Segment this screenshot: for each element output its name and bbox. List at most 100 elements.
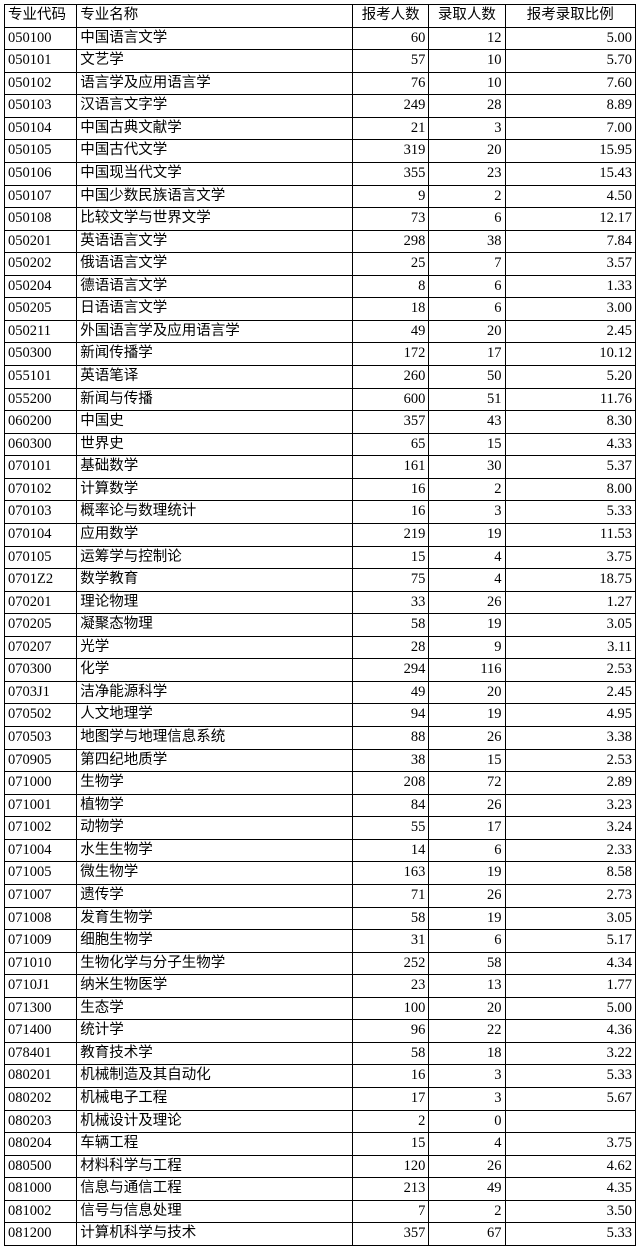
cell-admit: 4 [429, 1133, 505, 1156]
cell-code: 070502 [5, 704, 77, 727]
cell-apply: 9 [353, 185, 429, 208]
cell-apply: 2 [353, 1110, 429, 1133]
cell-admit: 20 [429, 140, 505, 163]
cell-code: 081200 [5, 1223, 77, 1246]
col-header-ratio: 报考录取比例 [505, 5, 635, 28]
cell-name: 外国语言学及应用语言学 [77, 320, 353, 343]
cell-apply: 88 [353, 727, 429, 750]
cell-name: 计算机科学与技术 [77, 1223, 353, 1246]
cell-admit: 26 [429, 884, 505, 907]
table-row: 081000信息与通信工程213494.35 [5, 1178, 636, 1201]
cell-name: 教育技术学 [77, 1042, 353, 1065]
table-row: 081200计算机科学与技术357675.33 [5, 1223, 636, 1246]
cell-admit: 58 [429, 952, 505, 975]
cell-ratio: 7.84 [505, 230, 635, 253]
table-row: 070201理论物理33261.27 [5, 591, 636, 614]
cell-apply: 161 [353, 456, 429, 479]
cell-admit: 20 [429, 681, 505, 704]
table-row: 080203机械设计及理论20 [5, 1110, 636, 1133]
cell-apply: 28 [353, 636, 429, 659]
cell-name: 机械设计及理论 [77, 1110, 353, 1133]
table-row: 071002动物学55173.24 [5, 817, 636, 840]
cell-code: 050300 [5, 343, 77, 366]
cell-name: 中国少数民族语言文学 [77, 185, 353, 208]
table-row: 071008发育生物学58193.05 [5, 907, 636, 930]
cell-name: 中国语言文学 [77, 27, 353, 50]
cell-admit: 51 [429, 388, 505, 411]
cell-apply: 172 [353, 343, 429, 366]
cell-name: 英语笔译 [77, 366, 353, 389]
cell-name: 汉语言文字学 [77, 95, 353, 118]
table-row: 050201英语语言文学298387.84 [5, 230, 636, 253]
cell-name: 信息与通信工程 [77, 1178, 353, 1201]
cell-admit: 19 [429, 614, 505, 637]
cell-name: 机械制造及其自动化 [77, 1065, 353, 1088]
cell-apply: 15 [353, 1133, 429, 1156]
cell-ratio: 1.27 [505, 591, 635, 614]
cell-admit: 3 [429, 1065, 505, 1088]
cell-ratio: 5.70 [505, 50, 635, 73]
cell-code: 070205 [5, 614, 77, 637]
cell-ratio: 7.00 [505, 117, 635, 140]
cell-name: 生态学 [77, 997, 353, 1020]
cell-admit: 20 [429, 997, 505, 1020]
cell-name: 比较文学与世界文学 [77, 208, 353, 231]
cell-admit: 2 [429, 478, 505, 501]
cell-code: 050211 [5, 320, 77, 343]
table-row: 0701Z2数学教育75418.75 [5, 569, 636, 592]
cell-ratio: 18.75 [505, 569, 635, 592]
cell-ratio: 3.57 [505, 253, 635, 276]
cell-ratio: 2.89 [505, 772, 635, 795]
cell-apply: 357 [353, 411, 429, 434]
table-row: 055200新闻与传播6005111.76 [5, 388, 636, 411]
cell-code: 055200 [5, 388, 77, 411]
cell-apply: 84 [353, 794, 429, 817]
cell-name: 概率论与数理统计 [77, 501, 353, 524]
cell-code: 080201 [5, 1065, 77, 1088]
cell-code: 060300 [5, 433, 77, 456]
cell-ratio: 4.95 [505, 704, 635, 727]
cell-admit: 15 [429, 749, 505, 772]
table-row: 071007遗传学71262.73 [5, 884, 636, 907]
cell-apply: 319 [353, 140, 429, 163]
cell-apply: 208 [353, 772, 429, 795]
cell-apply: 14 [353, 839, 429, 862]
cell-ratio: 1.77 [505, 975, 635, 998]
cell-apply: 23 [353, 975, 429, 998]
cell-admit: 4 [429, 569, 505, 592]
cell-name: 洁净能源科学 [77, 681, 353, 704]
cell-ratio: 11.53 [505, 523, 635, 546]
cell-admit: 10 [429, 50, 505, 73]
cell-admit: 43 [429, 411, 505, 434]
cell-code: 050103 [5, 95, 77, 118]
cell-code: 081002 [5, 1200, 77, 1223]
cell-name: 第四纪地质学 [77, 749, 353, 772]
cell-ratio: 12.17 [505, 208, 635, 231]
cell-code: 0701Z2 [5, 569, 77, 592]
cell-name: 应用数学 [77, 523, 353, 546]
cell-name: 发育生物学 [77, 907, 353, 930]
cell-admit: 2 [429, 185, 505, 208]
cell-ratio: 10.12 [505, 343, 635, 366]
cell-ratio: 2.45 [505, 681, 635, 704]
cell-name: 中国古典文献学 [77, 117, 353, 140]
cell-code: 071300 [5, 997, 77, 1020]
cell-code: 070104 [5, 523, 77, 546]
cell-name: 英语语言文学 [77, 230, 353, 253]
cell-admit: 4 [429, 546, 505, 569]
cell-apply: 65 [353, 433, 429, 456]
cell-apply: 16 [353, 478, 429, 501]
cell-name: 日语语言文学 [77, 298, 353, 321]
cell-name: 水生生物学 [77, 839, 353, 862]
cell-code: 071005 [5, 862, 77, 885]
cell-apply: 100 [353, 997, 429, 1020]
cell-code: 071002 [5, 817, 77, 840]
cell-code: 071007 [5, 884, 77, 907]
table-row: 070503地图学与地理信息系统88263.38 [5, 727, 636, 750]
cell-ratio: 2.53 [505, 659, 635, 682]
cell-apply: 71 [353, 884, 429, 907]
cell-ratio: 8.30 [505, 411, 635, 434]
cell-ratio: 15.43 [505, 162, 635, 185]
cell-name: 纳米生物医学 [77, 975, 353, 998]
table-row: 080202机械电子工程1735.67 [5, 1088, 636, 1111]
